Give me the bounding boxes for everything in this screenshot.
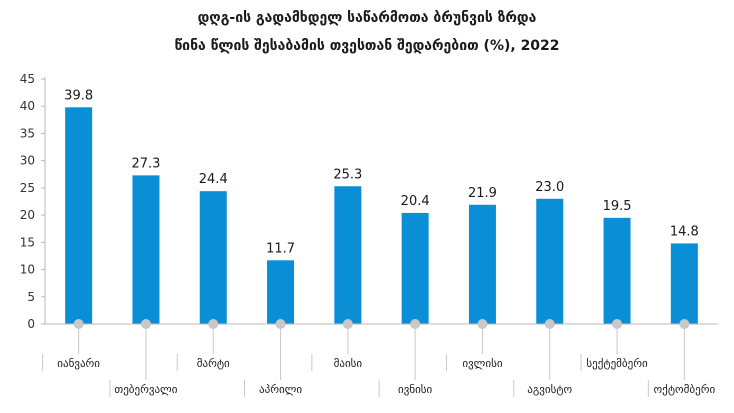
y-tick-label: 45	[20, 72, 35, 86]
data-label: 24.4	[199, 172, 228, 187]
x-tick-label: მარტი	[197, 357, 230, 370]
x-axis: იანვარი თებერვალი მარტი აპრილი მაისი ივნისი ივ…	[42, 319, 718, 397]
x-tick-label: ოქტომბერი	[654, 383, 716, 396]
y-tick-label: 40	[20, 99, 35, 113]
bars-group: 39.8 27.3 24.4 11.7 25.3 20.4 21.9 23.0 19.5 14.8	[64, 88, 699, 324]
data-label: 11.7	[266, 241, 295, 256]
x-tick-label: თებერვალი	[114, 383, 177, 396]
category-marker	[679, 319, 690, 329]
x-tick-label: სექტემბერი	[586, 357, 648, 370]
bar	[65, 107, 93, 324]
category-marker	[73, 319, 84, 329]
category-marker	[612, 319, 623, 329]
category-marker	[140, 319, 151, 329]
data-label: 27.3	[131, 156, 160, 171]
x-tick-label: ივნისი	[398, 383, 433, 396]
bar	[468, 204, 496, 324]
x-tick-label: იანვარი	[57, 357, 100, 370]
x-tick-label: ივლისი	[462, 357, 502, 370]
y-tick-label: 20	[20, 208, 35, 222]
bar	[603, 217, 631, 324]
data-label: 20.4	[401, 194, 430, 209]
data-label: 19.5	[603, 199, 632, 214]
y-tick-label: 25	[20, 181, 35, 195]
category-marker	[208, 319, 219, 329]
data-label: 21.9	[468, 186, 497, 201]
category-marker	[544, 319, 555, 329]
data-label: 39.8	[64, 88, 93, 103]
x-tick-label: აგვისტო	[527, 383, 572, 396]
bar	[670, 243, 698, 324]
y-tick-label: 10	[20, 263, 35, 277]
y-tick-label: 0	[27, 317, 35, 331]
chart-title-line-1: დღგ-ის გადამხდელ საწარმოთა ბრუნვის ზრდა	[198, 10, 537, 26]
data-label: 25.3	[333, 167, 362, 182]
y-tick-label: 35	[20, 126, 35, 140]
category-marker	[477, 319, 488, 329]
y-axis: 0 5 10 15 20 25 30 35 40 45	[20, 72, 46, 331]
category-marker	[410, 319, 421, 329]
bar	[334, 186, 362, 324]
bar	[401, 212, 429, 324]
chart-title-line-2: წინა წლის შესაბამის თვესთან შედარებით (%…	[174, 38, 559, 54]
bar	[132, 175, 160, 324]
y-tick-label: 30	[20, 154, 35, 168]
category-marker	[342, 319, 353, 329]
x-tick-label: მაისი	[334, 357, 363, 370]
y-tick-label: 15	[20, 235, 35, 249]
bar	[267, 260, 295, 324]
data-label: 14.8	[670, 224, 699, 239]
bar	[199, 191, 227, 324]
data-label: 23.0	[535, 180, 564, 195]
bar	[536, 198, 564, 324]
y-tick-label: 5	[27, 290, 35, 304]
category-marker	[275, 319, 286, 329]
x-tick-label: აპრილი	[259, 383, 302, 396]
